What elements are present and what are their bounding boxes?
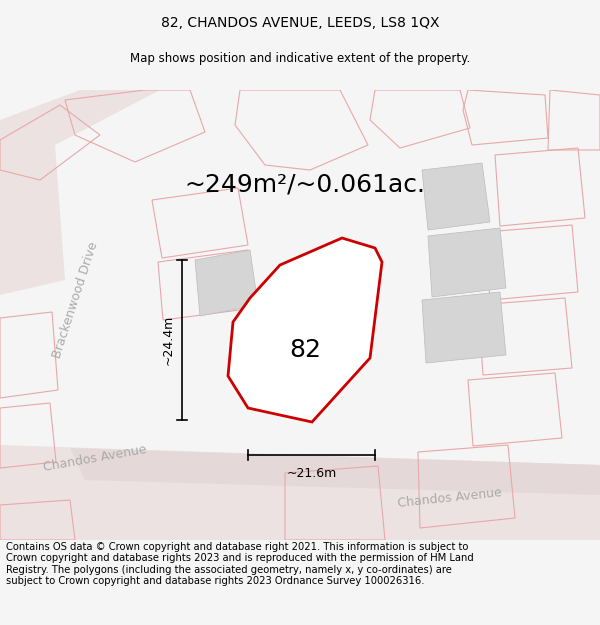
Polygon shape: [422, 292, 506, 363]
Polygon shape: [0, 90, 160, 295]
Polygon shape: [70, 448, 600, 495]
Polygon shape: [228, 238, 382, 422]
Text: Contains OS data © Crown copyright and database right 2021. This information is : Contains OS data © Crown copyright and d…: [6, 542, 474, 586]
Text: 82: 82: [289, 338, 321, 362]
Polygon shape: [428, 228, 506, 297]
Text: Chandos Avenue: Chandos Avenue: [42, 442, 148, 474]
Text: Brackenwood Drive: Brackenwood Drive: [50, 240, 100, 360]
Text: ~249m²/~0.061ac.: ~249m²/~0.061ac.: [185, 173, 425, 197]
Text: 82, CHANDOS AVENUE, LEEDS, LS8 1QX: 82, CHANDOS AVENUE, LEEDS, LS8 1QX: [161, 16, 439, 30]
Text: ~21.6m: ~21.6m: [286, 467, 337, 480]
Polygon shape: [422, 163, 490, 230]
Text: Chandos Avenue: Chandos Avenue: [397, 486, 503, 510]
Polygon shape: [195, 250, 258, 316]
Polygon shape: [0, 445, 600, 540]
Text: Map shows position and indicative extent of the property.: Map shows position and indicative extent…: [130, 52, 470, 65]
Text: ~24.4m: ~24.4m: [162, 315, 175, 365]
